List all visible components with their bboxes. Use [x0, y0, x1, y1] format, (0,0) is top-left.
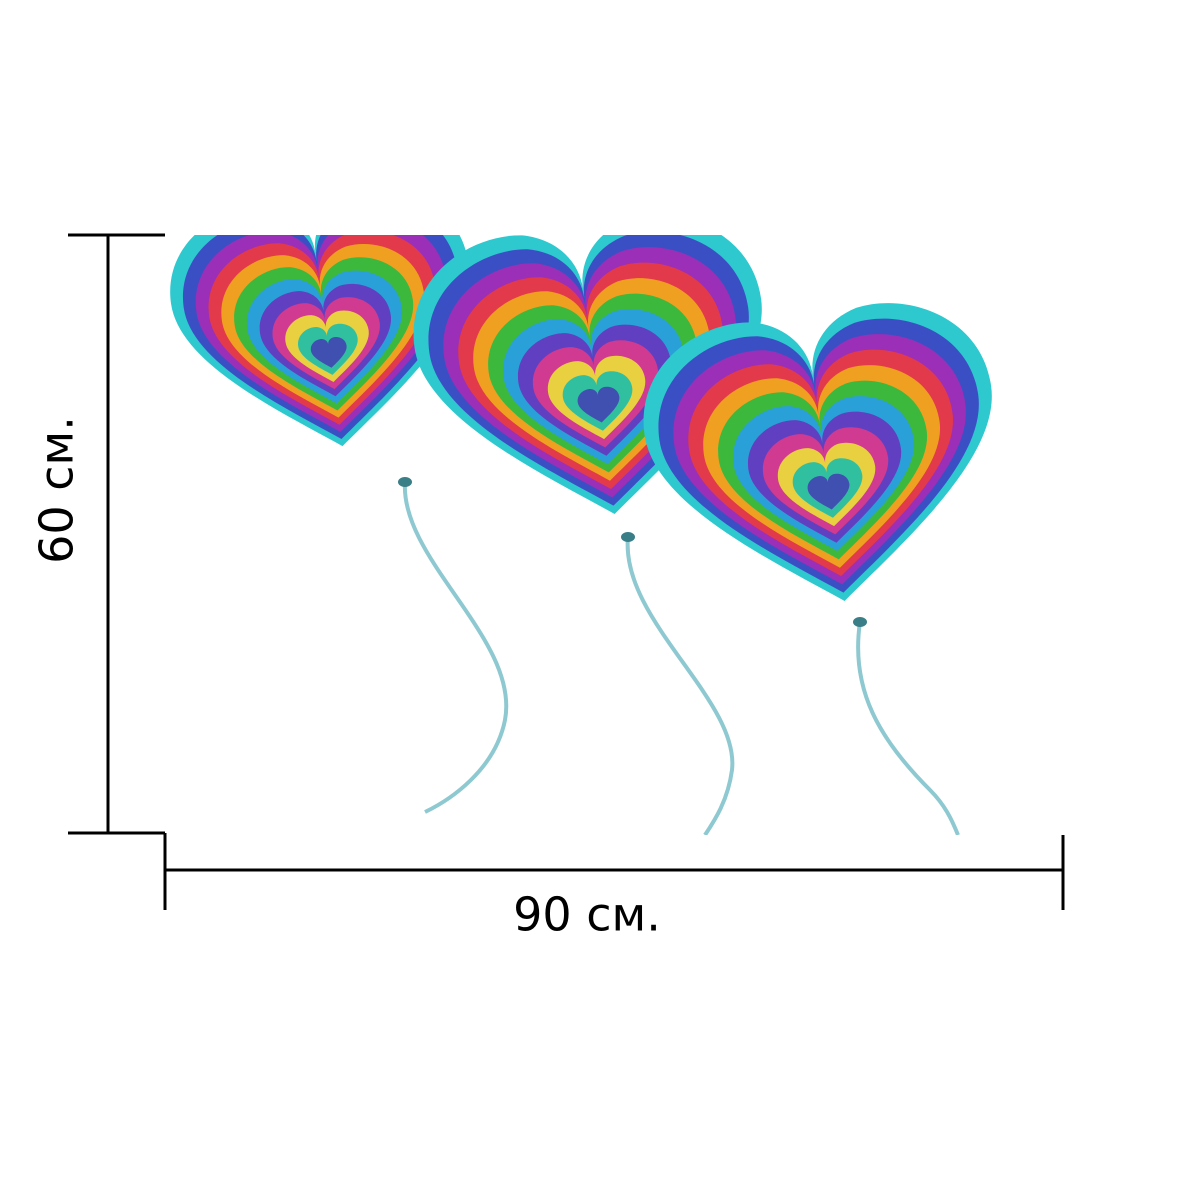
- height-label: 60 см.: [30, 416, 84, 564]
- knot: [621, 532, 635, 542]
- knot: [398, 477, 412, 487]
- string: [625, 536, 735, 835]
- knot: [853, 617, 867, 627]
- width-label: 90 см.: [513, 888, 661, 942]
- string: [856, 621, 960, 835]
- string: [402, 481, 509, 814]
- balloons: [159, 179, 1018, 835]
